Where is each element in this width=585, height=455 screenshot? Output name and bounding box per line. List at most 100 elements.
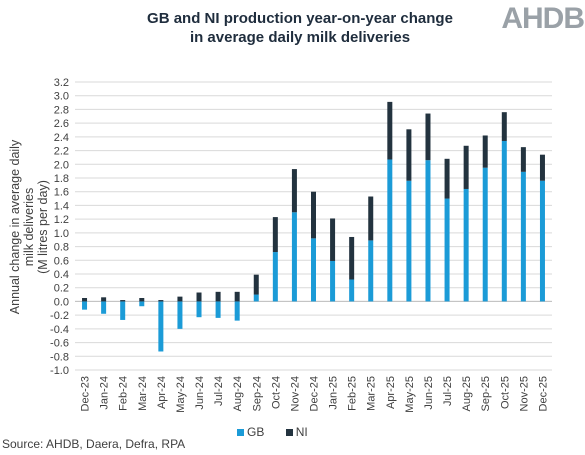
x-tick-label: Oct-24 (270, 376, 282, 409)
bar-gb-apr-25 (387, 159, 393, 302)
bar-ni-jan-24 (101, 297, 107, 302)
x-tick-label: Jun-25 (423, 376, 435, 410)
bar-ni-oct-24 (272, 217, 278, 253)
y-tick-label: -0.4 (50, 324, 69, 336)
bar-ni-aug-25 (463, 145, 469, 189)
legend-label-gb: GB (247, 425, 265, 439)
x-tick-label: Jul-24 (213, 376, 225, 406)
y-tick-label: -0.8 (50, 351, 69, 363)
chart-title-line-2: in average daily milk deliveries (189, 29, 411, 46)
bar-gb-aug-25 (463, 188, 469, 302)
bar-ni-sep-24 (253, 274, 259, 295)
y-tick-label: -1.0 (50, 365, 69, 377)
y-tick-label: 1.0 (54, 228, 69, 240)
y-tick-label: 2.6 (54, 118, 69, 130)
bar-ni-jun-24 (196, 292, 202, 302)
bar-gb-nov-24 (291, 212, 297, 302)
bar-gb-aug-24 (234, 301, 240, 321)
legend: GB NI (237, 425, 326, 439)
bar-gb-dec-23 (82, 301, 88, 310)
x-tick-label: Apr-24 (156, 376, 168, 409)
bar-ni-dec-25 (539, 154, 545, 181)
legend-item-ni: NI (285, 425, 308, 439)
bar-ni-nov-25 (520, 147, 526, 172)
x-tick-label: Dec-24 (309, 376, 321, 411)
x-tick-label: Jun-24 (194, 376, 206, 410)
bar-ni-jul-24 (215, 291, 221, 302)
bar-gb-may-24 (177, 301, 183, 329)
bar-ni-nov-24 (291, 169, 297, 213)
bar-ni-sep-25 (482, 135, 488, 168)
x-tick-label: Jan-25 (328, 376, 340, 410)
bar-ni-jul-25 (444, 158, 450, 199)
legend-label-ni: NI (295, 425, 308, 439)
y-tick-label: 1.4 (54, 200, 69, 212)
bar-ni-feb-25 (349, 236, 355, 280)
x-tick-label: Nov-25 (518, 376, 530, 411)
x-tick-label: Oct-25 (499, 376, 511, 409)
bar-gb-jan-24 (101, 301, 107, 314)
x-tick-label: Nov-24 (289, 376, 301, 411)
bar-gb-oct-24 (272, 252, 278, 302)
bar-gb-jun-25 (425, 160, 431, 302)
legend-swatch-gb (237, 429, 244, 436)
x-tick-label: Dec-25 (537, 376, 549, 411)
bar-ni-apr-25 (387, 101, 393, 160)
chart-title-line-1: GB and NI production year-on-year change (147, 10, 453, 27)
legend-item-gb: GB (237, 425, 264, 439)
y-tick-label: 0.6 (54, 255, 69, 267)
logo-text: AHDB (501, 2, 585, 35)
y-tick-label: 0.0 (54, 296, 69, 308)
y-tick-label: 0.4 (54, 269, 69, 281)
y-tick-label: -0.6 (50, 338, 69, 350)
y-tick-label: 2.4 (54, 132, 69, 144)
y-tick-label: -0.2 (50, 310, 69, 322)
bar-gb-apr-24 (158, 301, 164, 352)
bar-gb-jun-24 (196, 301, 202, 318)
x-tick-label: May-25 (404, 376, 416, 413)
x-tick-label: May-24 (175, 376, 187, 413)
bar-gb-oct-25 (501, 140, 507, 302)
source-note: Source: AHDB, Daera, Defra, RPA (2, 437, 186, 451)
y-tick-label: 2.2 (54, 146, 69, 158)
bar-gb-feb-24 (120, 301, 126, 320)
x-tick-label: Sep-25 (480, 376, 492, 411)
bar-ni-may-24 (177, 296, 183, 302)
y-tick-label: 1.2 (54, 214, 69, 226)
x-tick-label: Sep-24 (251, 376, 263, 411)
bar-ni-mar-25 (368, 196, 374, 241)
bar-ni-dec-24 (311, 191, 316, 239)
bar-gb-feb-25 (349, 279, 355, 302)
y-tick-label: 2.8 (54, 104, 69, 116)
x-tick-label: Mar-24 (137, 376, 149, 411)
bar-ni-aug-24 (234, 291, 240, 302)
x-tick-label: Feb-25 (347, 376, 359, 411)
x-tick-label: Dec-23 (80, 376, 92, 411)
bar-gb-jul-24 (215, 301, 221, 318)
y-tick-label: 2.0 (54, 159, 69, 171)
x-tick-label: Aug-24 (232, 376, 244, 411)
bar-ni-oct-25 (501, 112, 507, 141)
y-tick-label: 1.6 (54, 187, 69, 199)
bar-gb-may-25 (406, 180, 412, 302)
bar-ni-jan-25 (330, 218, 336, 261)
legend-swatch-ni (285, 429, 293, 436)
bar-gb-dec-24 (311, 238, 316, 302)
bar-gb-dec-25 (539, 180, 545, 302)
y-tick-label: 0.8 (54, 242, 69, 254)
bar-ni-jun-25 (425, 113, 431, 161)
bar-ni-mar-24 (139, 298, 145, 302)
bar-gb-jul-25 (444, 198, 450, 302)
x-tick-label: Jan-24 (99, 376, 111, 410)
bar-gb-jan-25 (330, 260, 336, 302)
bar-ni-may-25 (406, 129, 412, 181)
x-tick-label: Feb-24 (118, 376, 130, 411)
bar-gb-sep-24 (253, 294, 259, 302)
x-tick-label: Apr-25 (385, 376, 397, 409)
y-tick-label: 3.0 (54, 91, 69, 103)
ahdb-logo: AHDB (492, 2, 585, 40)
bar-ni-apr-24 (158, 300, 164, 302)
bar-gb-nov-25 (520, 171, 526, 302)
y-tick-label: 1.8 (54, 173, 69, 185)
